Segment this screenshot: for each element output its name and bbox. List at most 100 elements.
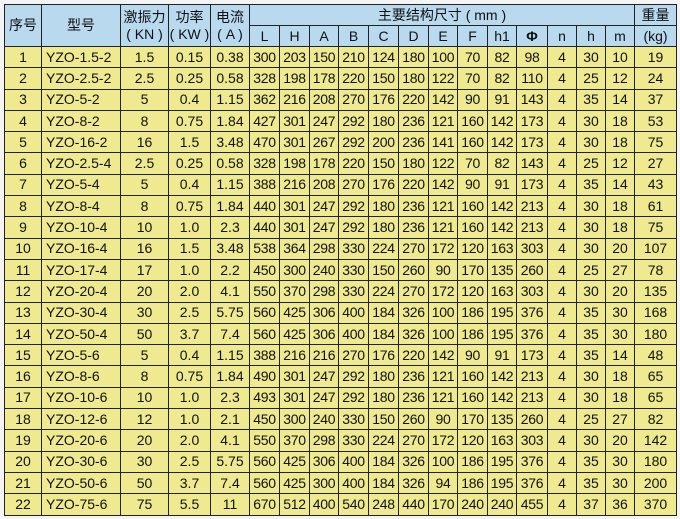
cell-b: 292	[338, 365, 369, 388]
cell-l: 440	[249, 216, 280, 239]
cell-h: 25	[576, 258, 606, 282]
cell-e: 121	[428, 386, 458, 410]
cell-c: 180	[368, 109, 399, 133]
cell-d: 236	[398, 216, 429, 239]
cell-current: 1.15	[210, 88, 250, 111]
cell-c: 176	[368, 173, 399, 197]
cell-seq: 4	[4, 109, 42, 133]
header-dim: F	[457, 25, 488, 47]
cell-e: 122	[428, 152, 458, 175]
cell-power: 0.4	[168, 344, 211, 367]
cell-l: 470	[249, 131, 280, 154]
cell-d: 326	[398, 322, 429, 346]
cell-h: 301	[279, 365, 310, 388]
cell-current: 3.48	[210, 237, 250, 260]
cell-phi: 376	[516, 471, 548, 495]
cell-model: YZO-10-6	[41, 386, 121, 410]
cell-m: 27	[605, 408, 635, 431]
header-dim: B	[338, 25, 369, 47]
cell-b: 330	[338, 408, 369, 431]
cell-phi: 260	[516, 258, 548, 282]
cell-l: 362	[249, 88, 280, 111]
cell-weight: 37	[634, 88, 677, 111]
cell-a: 247	[309, 386, 339, 410]
cell-l: 300	[249, 45, 280, 69]
cell-seq: 11	[4, 258, 42, 282]
cell-power: 1.5	[168, 131, 211, 154]
cell-d: 270	[398, 280, 429, 303]
cell-weight: 168	[634, 301, 677, 324]
cell-phi: 213	[516, 216, 548, 239]
cell-f: 160	[457, 109, 488, 133]
cell-seq: 14	[4, 322, 42, 346]
cell-e: 90	[428, 258, 458, 282]
cell-e: 172	[428, 237, 458, 260]
cell-force: 50	[120, 322, 169, 346]
cell-h1: 163	[487, 280, 517, 303]
cell-model: YZO-8-2	[41, 109, 121, 133]
cell-l: 450	[249, 258, 280, 282]
cell-e: 100	[428, 45, 458, 69]
cell-l: 328	[249, 152, 280, 175]
cell-h1: 135	[487, 258, 517, 282]
cell-b: 292	[338, 216, 369, 239]
cell-a: 306	[309, 322, 339, 346]
cell-weight: 107	[634, 237, 677, 260]
cell-h: 30	[576, 280, 606, 303]
table-row: 12 YZO-20-4 20 2.0 4.1 550 370 298 330 224 270 172 1…	[4, 280, 677, 303]
cell-h: 37	[576, 493, 606, 516]
cell-b: 292	[338, 131, 369, 154]
cell-h: 203	[279, 45, 310, 69]
cell-m: 12	[605, 152, 635, 175]
cell-model: YZO-50-6	[41, 471, 121, 495]
cell-force: 1.5	[120, 45, 169, 69]
header-power: 功率( KW )	[168, 4, 211, 47]
cell-h: 301	[279, 131, 310, 154]
cell-model: YZO-8-4	[41, 195, 121, 218]
cell-weight: 370	[634, 493, 677, 516]
cell-m: 30	[605, 450, 635, 473]
cell-h1: 195	[487, 322, 517, 346]
cell-model: YZO-75-6	[41, 493, 121, 516]
cell-d: 326	[398, 301, 429, 324]
cell-h: 30	[576, 45, 606, 69]
cell-seq: 15	[4, 344, 42, 367]
cell-phi: 455	[516, 493, 548, 516]
header-seq: 序号	[4, 4, 42, 47]
cell-phi: 376	[516, 322, 548, 346]
cell-h: 425	[279, 322, 310, 346]
cell-e: 172	[428, 429, 458, 452]
cell-current: 1.84	[210, 195, 250, 218]
current-unit: ( A )	[217, 25, 243, 42]
header-dim: Φ	[516, 25, 548, 47]
header-dim: L	[249, 25, 280, 47]
cell-model: YZO-30-4	[41, 301, 121, 324]
cell-d: 220	[398, 344, 429, 367]
cell-current: 2.3	[210, 386, 250, 410]
cell-current: 4.1	[210, 429, 250, 452]
cell-model: YZO-2.5-2	[41, 67, 121, 90]
cell-f: 160	[457, 386, 488, 410]
cell-m: 20	[605, 429, 635, 452]
cell-phi: 173	[516, 131, 548, 154]
cell-force: 5	[120, 88, 169, 111]
cell-model: YZO-5-6	[41, 344, 121, 367]
cell-e: 121	[428, 195, 458, 218]
cell-a: 247	[309, 195, 339, 218]
cell-b: 292	[338, 109, 369, 133]
table-row: 19 YZO-20-6 20 2.0 4.1 550 370 298 330 224 270 172 1…	[4, 429, 677, 452]
cell-h: 198	[279, 152, 310, 175]
cell-phi: 98	[516, 45, 548, 69]
cell-l: 670	[249, 493, 280, 516]
cell-m: 14	[605, 173, 635, 197]
cell-e: 142	[428, 88, 458, 111]
cell-h: 425	[279, 301, 310, 324]
cell-current: 1.84	[210, 365, 250, 388]
header-dimensions-group: 主要结构尺寸 ( mm )	[249, 4, 635, 26]
cell-h1: 135	[487, 408, 517, 431]
cell-d: 326	[398, 471, 429, 495]
cell-a: 150	[309, 45, 339, 69]
cell-l: 560	[249, 322, 280, 346]
cell-current: 2.1	[210, 408, 250, 431]
cell-model: YZO-16-2	[41, 131, 121, 154]
